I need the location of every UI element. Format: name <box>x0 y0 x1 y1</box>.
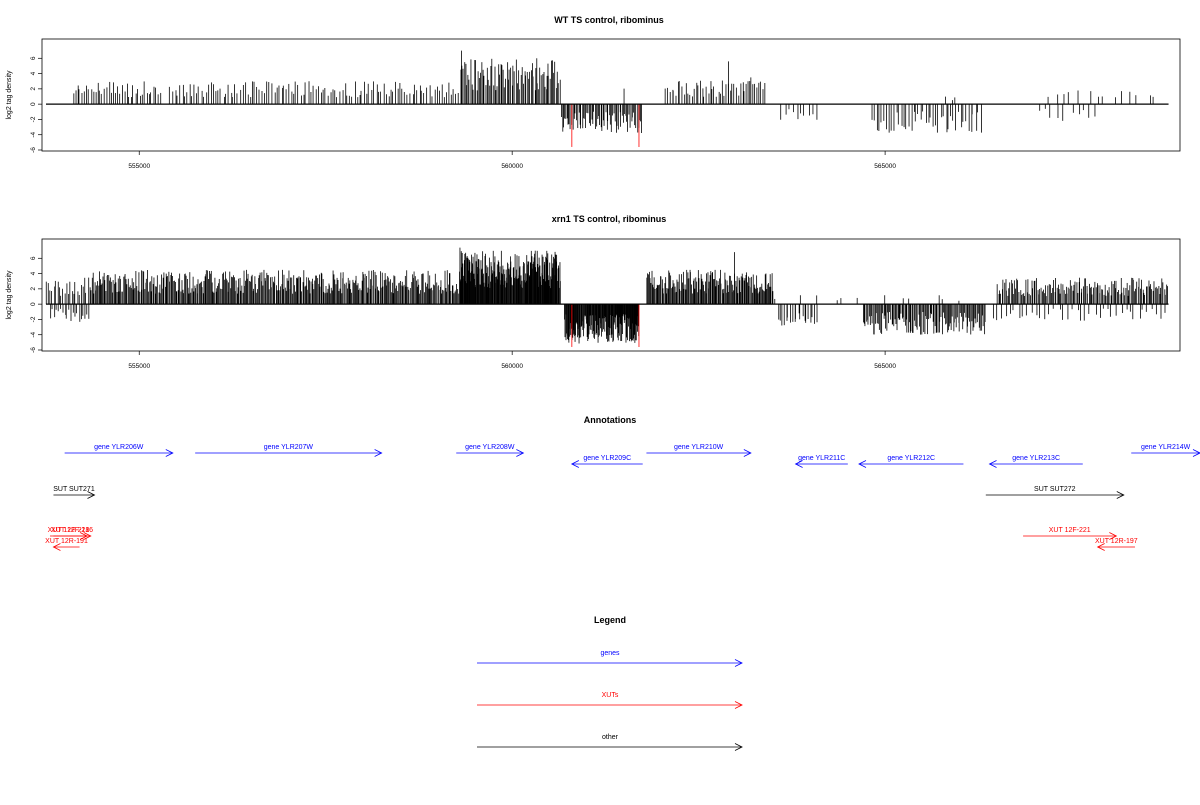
legend-arrow-head <box>734 743 743 751</box>
annotation-arrow-head <box>988 460 997 468</box>
y-tick-label: -6 <box>30 347 37 353</box>
y-tick-label: 0 <box>30 102 37 106</box>
annotation-feature: XUT 12R-197 <box>1095 538 1138 551</box>
annotation-feature: gene YLR214W <box>1131 444 1200 457</box>
xrn1-track-x-axis: 555000 560000 565000 <box>128 351 896 370</box>
annotation-feature: XUT 12F-221 <box>1023 527 1118 540</box>
annotation-label: XUT 12R-191 <box>45 538 88 545</box>
annotation-arrow-head <box>165 449 174 457</box>
legend-arrow-head <box>734 659 743 667</box>
legend-entries: genes XUTs other <box>477 650 743 751</box>
wt-track-y-label: log2 tag density <box>6 70 13 120</box>
legend-entry: genes <box>477 650 743 667</box>
legend-entry: other <box>477 734 743 751</box>
xrn1-track-plot-frame <box>41 238 1181 352</box>
x-tick-label: 555000 <box>128 163 150 170</box>
y-tick-label: 2 <box>30 287 37 291</box>
annotation-feature: gene YLR213C <box>988 455 1083 468</box>
y-tick-label: 2 <box>30 87 37 91</box>
legend-label: genes <box>600 650 620 657</box>
annotation-arrow-head <box>1109 532 1118 540</box>
annotation-label: gene YLR208W <box>465 444 515 451</box>
annotation-arrow-head <box>794 460 803 468</box>
annotation-arrow-head <box>374 449 383 457</box>
wt-track-bars <box>46 50 1169 147</box>
annotation-feature: gene YLR209C <box>570 455 643 468</box>
annotation-feature: SUT SUT272 <box>985 486 1125 499</box>
y-tick-label: 0 <box>30 302 37 306</box>
annotations-title: Annotations <box>584 415 637 425</box>
y-tick-label: -2 <box>30 316 37 322</box>
annotation-arrow-head <box>743 449 752 457</box>
wt-track-x-axis: 555000 560000 565000 <box>128 151 896 170</box>
y-tick-label: -4 <box>30 131 37 137</box>
xrn1-track-panel: xrn1 TS control, ribominus log2 tag dens… <box>6 214 1181 370</box>
legend-arrow-head <box>734 701 743 709</box>
annotation-label: XUT 12F-218 <box>48 527 90 534</box>
wt-track-plot-frame <box>41 38 1181 152</box>
annotation-label: XUT 12R-197 <box>1095 538 1138 545</box>
annotation-label: SUT SUT271 <box>53 486 95 493</box>
y-tick-label: -6 <box>30 147 37 153</box>
y-tick-label: 4 <box>30 71 37 75</box>
xrn1-track-title: xrn1 TS control, ribominus <box>552 214 667 224</box>
annotation-label: gene YLR206W <box>94 444 144 451</box>
annotation-feature: SUT SUT271 <box>53 486 96 499</box>
y-tick-label: 4 <box>30 271 37 275</box>
annotations-panel: Annotations gene YLR206W gene YLR207W gene… <box>45 415 1200 551</box>
x-tick-label: 565000 <box>874 363 896 370</box>
annotation-arrow-head <box>1116 491 1125 499</box>
annotation-feature: gene YLR210W <box>646 444 752 457</box>
annotation-arrow-head <box>1096 543 1105 551</box>
annotation-feature: gene YLR212C <box>858 455 964 468</box>
x-tick-label: 555000 <box>128 363 150 370</box>
y-tick-label: -4 <box>30 331 37 337</box>
annotation-feature: XUT 12F-216 <box>51 527 93 540</box>
annotation-label: SUT SUT272 <box>1034 486 1076 493</box>
annotation-feature: gene YLR208W <box>456 444 525 457</box>
annotation-arrow-head <box>52 543 61 551</box>
annotation-label: gene YLR212C <box>887 455 935 462</box>
annotation-label: gene YLR211C <box>798 455 845 462</box>
wt-track-panel: WT TS control, ribominus log2 tag densit… <box>6 15 1181 170</box>
annotation-feature: gene YLR211C <box>794 455 848 468</box>
x-tick-label: 565000 <box>874 163 896 170</box>
annotation-label: XUT 12F-221 <box>1049 527 1091 534</box>
xrn1-track-bars <box>45 247 1169 347</box>
annotation-label: XUT 12F-216 <box>51 527 93 534</box>
annotation-label: gene YLR213C <box>1012 455 1060 462</box>
annotation-arrow-head <box>1192 449 1200 457</box>
xrn1-track-y-axis: -6 -4 -2 0 2 4 6 <box>30 256 42 353</box>
annotation-feature: gene YLR207W <box>195 444 383 457</box>
xrn1-track-y-label: log2 tag density <box>6 270 13 320</box>
y-tick-label: 6 <box>30 56 37 60</box>
x-tick-label: 560000 <box>501 363 523 370</box>
annotation-feature: gene YLR206W <box>64 444 174 457</box>
annotation-arrow-head <box>83 532 92 540</box>
legend-entry: XUTs <box>477 692 743 709</box>
legend-panel: Legend genes XUTs other <box>477 615 743 751</box>
annotation-arrow-head <box>570 460 580 468</box>
y-tick-label: -2 <box>30 116 37 122</box>
annotation-label: gene YLR214W <box>1141 444 1191 451</box>
legend-label: XUTs <box>602 692 619 699</box>
annotation-label: gene YLR210W <box>674 444 724 451</box>
annotation-feature: XUT 12R-191 <box>45 538 88 551</box>
wt-track-title: WT TS control, ribominus <box>554 15 664 25</box>
y-tick-label: 6 <box>30 256 37 260</box>
legend-label: other <box>602 734 619 741</box>
legend-title: Legend <box>594 615 626 625</box>
annotation-label: gene YLR209C <box>583 455 631 462</box>
annotation-features: gene YLR206W gene YLR207W gene YLR208W gene… <box>45 444 1200 551</box>
annotation-label: gene YLR207W <box>264 444 314 451</box>
annotation-arrow-head <box>516 449 525 457</box>
wt-track-y-axis: -6 -4 -2 0 2 4 6 <box>30 56 42 153</box>
x-tick-label: 560000 <box>501 163 523 170</box>
annotation-arrow-head <box>87 491 96 499</box>
annotation-arrow-head <box>858 460 867 468</box>
